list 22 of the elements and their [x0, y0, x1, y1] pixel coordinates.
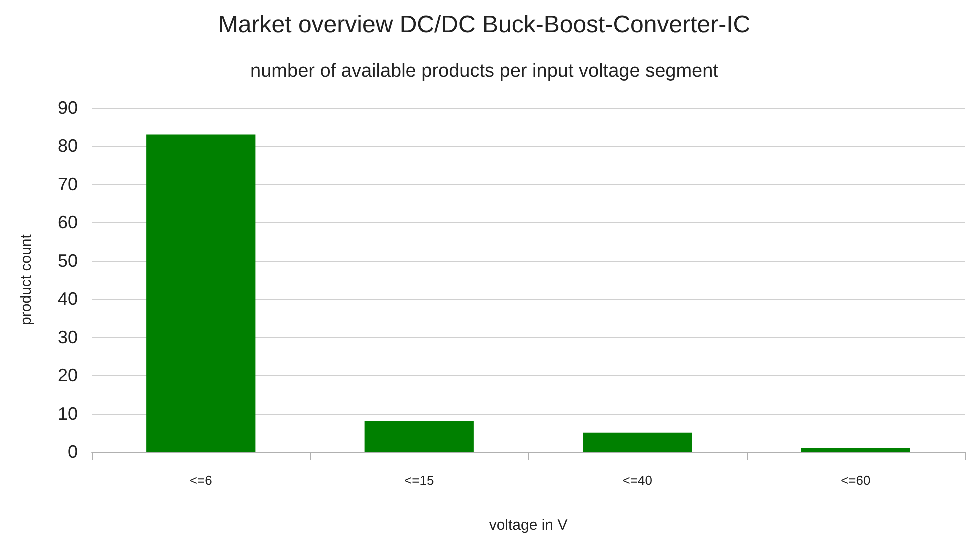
x-tick-label: <=40 [622, 473, 652, 488]
bar [801, 448, 910, 452]
y-tick-label: 50 [58, 250, 78, 271]
x-tick-label: <=60 [841, 473, 871, 488]
x-axis-title: voltage in V [489, 517, 568, 534]
bar [364, 421, 474, 452]
y-tick-label: 90 [58, 98, 78, 118]
bar [583, 432, 692, 452]
y-tick-label: 0 [68, 442, 78, 462]
y-tick-label: 70 [58, 174, 78, 194]
y-tick-label: 30 [58, 327, 78, 348]
bar [146, 134, 256, 452]
y-tick-label: 20 [58, 366, 78, 386]
y-tick-label: 80 [58, 136, 78, 156]
x-tick-label: <=15 [404, 473, 434, 488]
y-tick-label: 40 [58, 289, 78, 310]
y-axis-title: product count [18, 234, 35, 326]
chart-title: Market overview DC/DC Buck-Boost-Converter-IC [218, 12, 751, 38]
y-tick-label: 10 [58, 404, 78, 424]
y-tick-label: 60 [58, 212, 78, 233]
x-tick-label: <=6 [190, 473, 212, 488]
chart-subtitle: number of available products per input voltage segment [250, 61, 720, 82]
